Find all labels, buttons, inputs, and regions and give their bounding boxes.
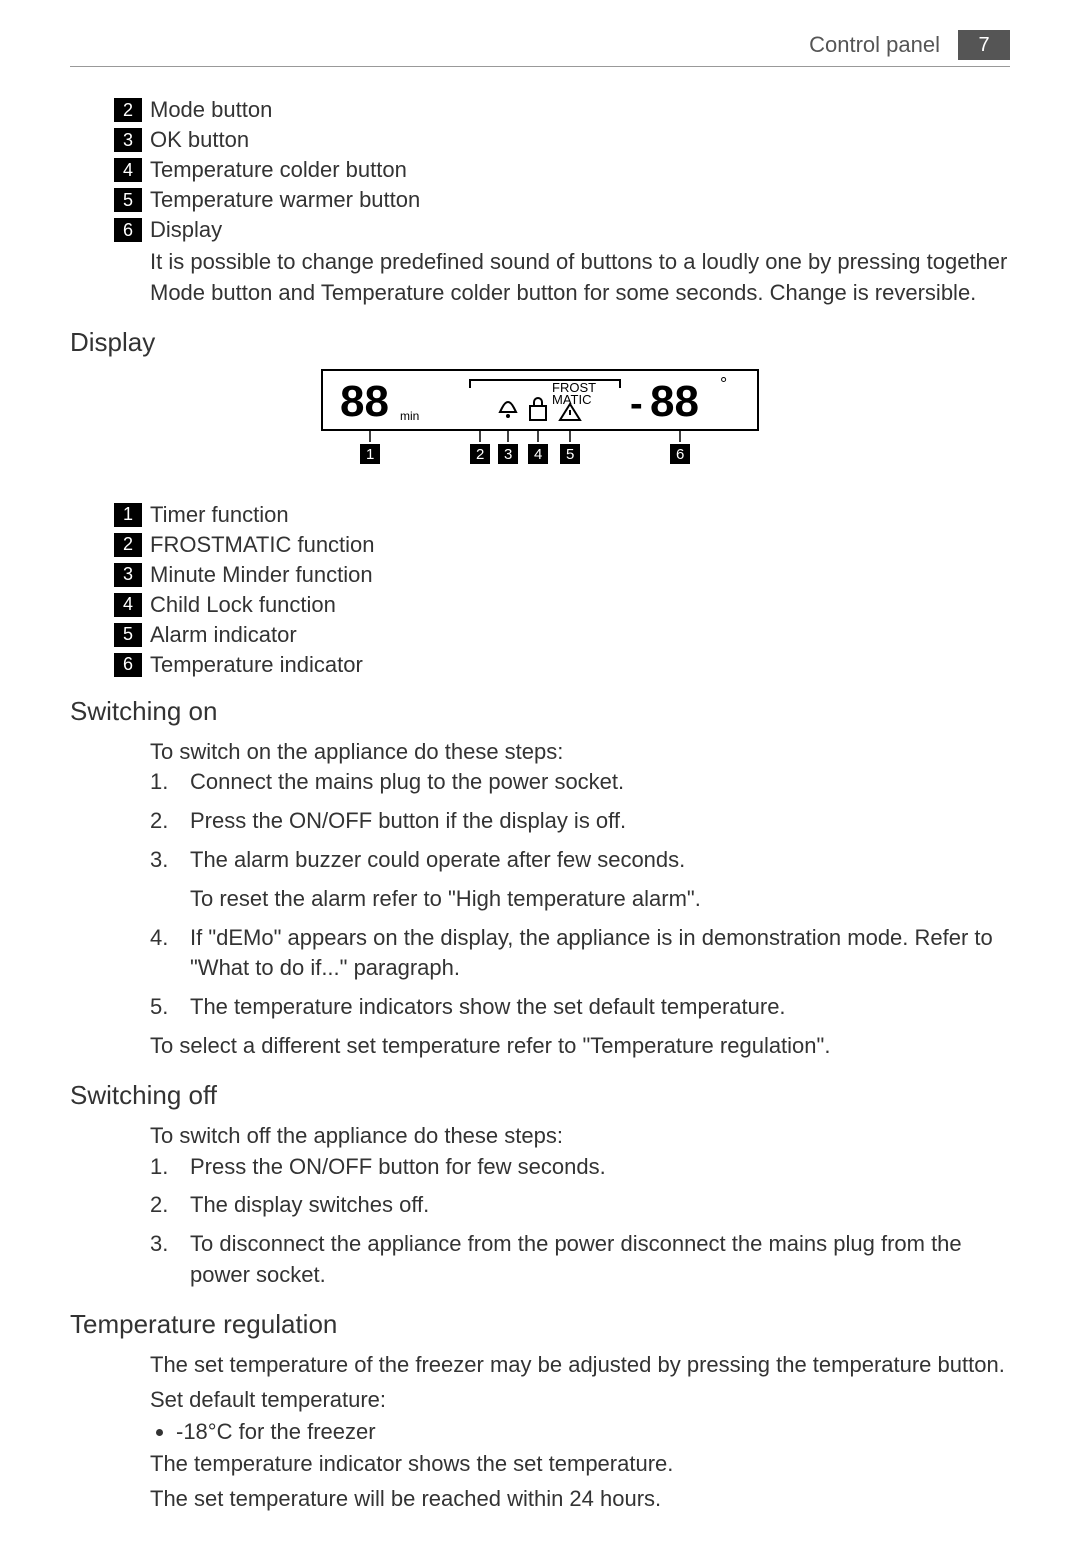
- display-item-label: Temperature indicator: [150, 652, 363, 678]
- step-text: The display switches off.: [190, 1190, 429, 1221]
- diag-right-prefix: -: [630, 383, 643, 425]
- temp-reg-p1: The set temperature of the freezer may b…: [70, 1350, 1010, 1381]
- switching-off-heading: Switching off: [70, 1080, 1010, 1111]
- control-note: It is possible to change predefined soun…: [70, 247, 1010, 309]
- step-text: To disconnect the appliance from the pow…: [190, 1229, 1010, 1291]
- step-num: 3.: [150, 1229, 190, 1291]
- step-num: 1.: [150, 767, 190, 798]
- step-num: 4.: [150, 923, 190, 985]
- num-badge: 5: [114, 623, 142, 647]
- num-badge: 6: [114, 218, 142, 242]
- num-badge: 2: [114, 98, 142, 122]
- control-label: Temperature warmer button: [150, 187, 420, 213]
- display-items-list: 1 Timer function 2 FROSTMATIC function 3 Mi…: [70, 502, 1010, 678]
- switching-on-outro: To select a different set temperature re…: [70, 1031, 1010, 1062]
- num-badge: 3: [114, 128, 142, 152]
- step-num: 1.: [150, 1152, 190, 1183]
- display-heading: Display: [70, 327, 1010, 358]
- switching-on-heading: Switching on: [70, 696, 1010, 727]
- num-box: 4: [114, 593, 142, 617]
- lock-icon: [530, 406, 546, 420]
- switching-on-steps: 1.Connect the mains plug to the power so…: [70, 767, 1010, 1023]
- diag-callout: 2: [476, 446, 484, 463]
- step-text: Press the ON/OFF button if the display i…: [190, 806, 626, 837]
- display-svg: 88 min FROST MATIC - 88 ° 1 2 3 4 5 6: [320, 368, 760, 488]
- step-text: The temperature indicators show the set …: [190, 992, 786, 1023]
- step-text: If "dEMo" appears on the display, the ap…: [190, 923, 1010, 985]
- display-item-label: Timer function: [150, 502, 289, 528]
- step-num: 3.: [150, 845, 190, 876]
- display-item-label: Child Lock function: [150, 592, 336, 618]
- control-label: Temperature colder button: [150, 157, 407, 183]
- display-diagram: 88 min FROST MATIC - 88 ° 1 2 3 4 5 6: [70, 368, 1010, 488]
- temp-reg-p3: The temperature indicator shows the set …: [70, 1449, 1010, 1480]
- bell-icon: [500, 402, 516, 412]
- num-badge: 6: [114, 653, 142, 677]
- display-item-label: FROSTMATIC function: [150, 532, 375, 558]
- diag-callout: 5: [566, 446, 574, 463]
- step-text: Connect the mains plug to the power sock…: [190, 767, 624, 798]
- diag-left-sub: min: [400, 409, 419, 423]
- step-num: 2.: [150, 806, 190, 837]
- switching-off-steps: 1.Press the ON/OFF button for few second…: [70, 1152, 1010, 1291]
- step-num: [150, 884, 190, 915]
- num-badge: 1: [114, 503, 142, 527]
- step-text: Press the ON/OFF button for few seconds.: [190, 1152, 606, 1183]
- control-label: Mode button: [150, 97, 272, 123]
- control-buttons-list: 2 Mode button 3 OK button 4 Temperature col…: [70, 97, 1010, 243]
- num-badge: 3: [114, 563, 142, 587]
- step-num: 2.: [150, 1190, 190, 1221]
- page-header: Control panel 7: [70, 30, 1010, 67]
- diag-degree: °: [720, 374, 727, 394]
- temp-reg-heading: Temperature regulation: [70, 1309, 1010, 1340]
- diag-right-digits: 88: [650, 377, 699, 426]
- num-badge: 2: [114, 533, 142, 557]
- num-badge: 4: [114, 158, 142, 182]
- temp-reg-p4: The set temperature will be reached with…: [70, 1484, 1010, 1515]
- step-text: The alarm buzzer could operate after few…: [190, 845, 685, 876]
- switching-on-intro: To switch on the appliance do these step…: [70, 737, 1010, 768]
- temp-reg-bullets: -18°C for the freezer: [70, 1419, 1010, 1445]
- header-title: Control panel: [809, 32, 940, 58]
- display-item-label: Alarm indicator: [150, 622, 297, 648]
- page-number: 7: [958, 30, 1010, 60]
- switching-off-intro: To switch off the appliance do these ste…: [70, 1121, 1010, 1152]
- diag-callout: 6: [676, 446, 684, 463]
- display-item-label: Minute Minder function: [150, 562, 373, 588]
- num-badge: 5: [114, 188, 142, 212]
- control-label: Display: [150, 217, 222, 243]
- step-num: 5.: [150, 992, 190, 1023]
- diag-callout: 3: [504, 446, 512, 463]
- diag-matic: MATIC: [552, 392, 591, 407]
- diag-left-digits: 88: [340, 377, 389, 426]
- diag-callout: 1: [366, 446, 374, 463]
- diag-callout: 4: [534, 446, 542, 463]
- temp-reg-p2: Set default temperature:: [70, 1385, 1010, 1416]
- control-label: OK button: [150, 127, 249, 153]
- step-text: To reset the alarm refer to "High temper…: [190, 884, 701, 915]
- temp-reg-bullet: -18°C for the freezer: [176, 1419, 1010, 1445]
